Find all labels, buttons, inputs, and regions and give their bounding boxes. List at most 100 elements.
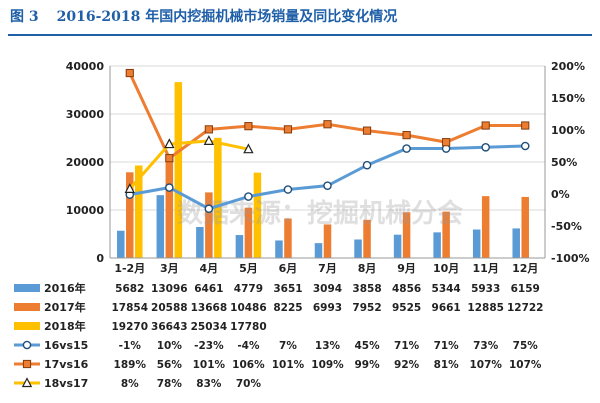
table-cell: 101% xyxy=(272,359,305,371)
table-cell: 71% xyxy=(434,340,460,352)
marker-16vs15 xyxy=(244,192,253,201)
bar-2018年 xyxy=(135,165,143,258)
figure-title-text: 2016-2018 年国内挖掘机械市场销量及同比变化情况 xyxy=(56,9,398,25)
bar-2017年 xyxy=(284,218,292,258)
table-cell: 3858 xyxy=(352,283,381,295)
bar-2016年 xyxy=(235,235,244,258)
table-cell: 78% xyxy=(157,378,183,390)
table-cell: -23% xyxy=(194,340,224,352)
table-cell: 10% xyxy=(157,340,183,352)
x-axis-tick-label: 4月 xyxy=(200,262,219,275)
marker-17vs16 xyxy=(481,121,490,130)
table-cell: 17854 xyxy=(112,302,149,314)
x-axis-tick-label: 12月 xyxy=(512,262,538,275)
marker-17vs16 xyxy=(442,138,451,147)
bar-2016年 xyxy=(314,243,323,258)
table-cell: 3651 xyxy=(273,283,302,295)
bar-2017年 xyxy=(323,224,332,258)
marker-16vs15 xyxy=(481,142,490,152)
marker-17vs16 xyxy=(283,125,293,134)
marker-17vs16 xyxy=(521,121,530,130)
table-cell: 19270 xyxy=(112,321,149,333)
table-cell: 5344 xyxy=(432,283,461,295)
marker-17vs16 xyxy=(362,126,372,135)
legend-marker-17vs16 xyxy=(22,359,32,369)
legend-label: 17vs16 xyxy=(44,358,89,371)
y-axis-tick-label: 10000 xyxy=(66,204,105,217)
y2-axis-tick-label: 50% xyxy=(551,156,577,169)
legend-label: 2018年 xyxy=(44,319,86,333)
marker-16vs15 xyxy=(323,181,332,190)
marker-16vs15 xyxy=(402,144,411,153)
y-axis-tick-label: 30000 xyxy=(66,108,105,121)
table-cell: 92% xyxy=(394,359,420,371)
marker-17vs16 xyxy=(323,120,332,129)
legend-marker-16vs15 xyxy=(22,340,32,350)
bar-2016年 xyxy=(117,230,125,258)
table-cell: 106% xyxy=(232,359,265,371)
bar-2017年 xyxy=(126,172,134,258)
bar-2017年 xyxy=(205,192,213,258)
bar-2016年 xyxy=(472,229,481,258)
data-table: 2016年 5682 13096 6461 4779 3651 3094 3858 4856 53… xyxy=(14,281,543,390)
bar-2016年 xyxy=(354,239,362,258)
table-cell: 101% xyxy=(193,359,226,371)
marker-17vs16 xyxy=(204,125,213,134)
table-cell: 107% xyxy=(509,359,542,371)
watermark: 数据来源：挖掘机械分会 xyxy=(177,198,463,229)
x-axis-tick-label: 6月 xyxy=(279,262,298,275)
bar-2017年 xyxy=(481,196,490,258)
legend-marker-18vs17 xyxy=(21,377,33,388)
table-cell: 25034 xyxy=(191,321,228,333)
bar-2016年 xyxy=(156,195,165,258)
bar-2018年 xyxy=(174,82,183,258)
table-cell: 12885 xyxy=(467,302,504,314)
table-cell: 7% xyxy=(279,340,297,352)
table-cell: 36643 xyxy=(151,321,188,333)
legend-label: 2016年 xyxy=(44,281,86,295)
legend-label: 16vs15 xyxy=(44,339,88,352)
table-cell: 56% xyxy=(157,359,183,371)
table-cell: 75% xyxy=(513,340,539,352)
bar-2017年 xyxy=(244,207,253,258)
bar-2016年 xyxy=(196,226,204,258)
table-cell: 6159 xyxy=(511,283,540,295)
marker-17vs16 xyxy=(244,122,253,131)
table-cell: 6993 xyxy=(313,302,342,314)
title-rule xyxy=(8,34,592,36)
bar-2017年 xyxy=(442,211,450,258)
table-cell: 83% xyxy=(196,378,222,390)
table-cell: 4779 xyxy=(234,283,263,295)
bar-2016年 xyxy=(275,240,283,258)
table-cell: 17780 xyxy=(230,321,267,333)
bar-2016年 xyxy=(512,228,520,258)
table-cell: 107% xyxy=(469,359,502,371)
bar-2016年 xyxy=(393,234,402,258)
y2-axis-tick-label: 150% xyxy=(551,92,585,105)
y2-axis-tick-label: -100% xyxy=(551,252,590,265)
x-axis-tick-label: 11月 xyxy=(473,262,499,275)
line-17vs16 xyxy=(128,72,526,161)
y2-axis-tick-label: 200% xyxy=(551,60,585,73)
legend-label: 18vs17 xyxy=(44,377,88,390)
x-axis-tick-label: 3月 xyxy=(160,262,179,275)
table-cell: -4% xyxy=(237,340,260,352)
marker-18vs17 xyxy=(124,183,135,193)
y-axis-tick-label: 0 xyxy=(96,252,104,265)
marker-16vs15 xyxy=(520,141,530,151)
y2-axis-tick-label: -50% xyxy=(551,220,582,233)
y-axis-tick-label: 40000 xyxy=(66,60,105,73)
marker-18vs17 xyxy=(164,138,175,149)
bar-2017年 xyxy=(521,196,529,258)
table-cell: 189% xyxy=(114,359,147,371)
bar-2016年 xyxy=(433,232,441,258)
table-cell: -1% xyxy=(119,340,142,352)
table-cell: 70% xyxy=(236,378,262,390)
legend-label: 2017年 xyxy=(44,300,86,314)
marker-16vs15 xyxy=(283,185,293,194)
marker-18vs17 xyxy=(203,135,215,145)
table-cell: 13096 xyxy=(151,283,188,295)
figure-number: 图 3 xyxy=(10,9,39,25)
bar-2018年 xyxy=(253,172,262,258)
